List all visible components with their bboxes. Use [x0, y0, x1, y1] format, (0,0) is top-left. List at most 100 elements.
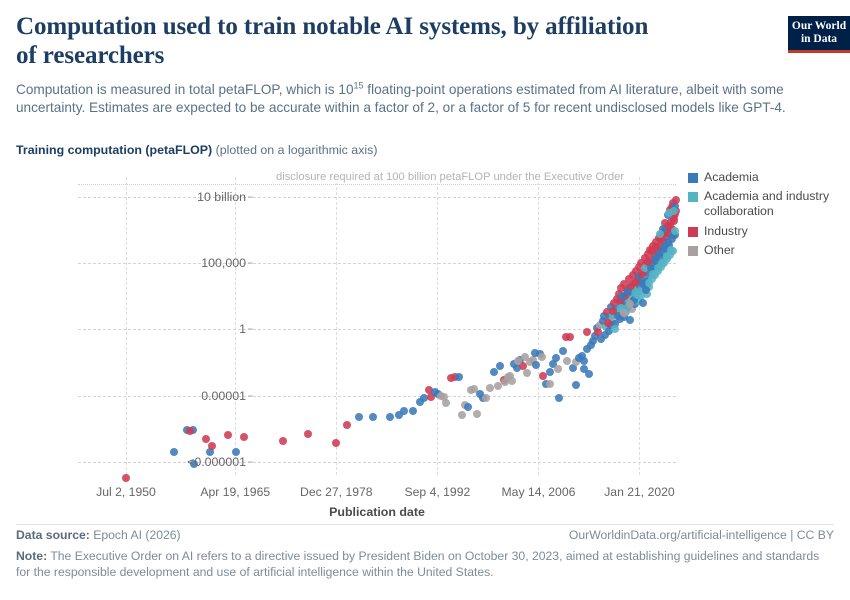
data-point[interactable] [399, 407, 408, 416]
data-point[interactable] [582, 345, 591, 354]
data-point[interactable] [202, 435, 211, 444]
data-point[interactable] [494, 382, 503, 391]
data-point[interactable] [501, 378, 510, 387]
legend-item[interactable]: Academia [688, 170, 848, 185]
data-point[interactable] [530, 349, 539, 358]
data-point[interactable] [563, 357, 572, 366]
data-point[interactable] [643, 257, 652, 266]
data-point[interactable] [240, 432, 249, 441]
data-point[interactable] [624, 274, 633, 283]
data-point[interactable] [386, 412, 395, 421]
data-point[interactable] [457, 411, 466, 420]
data-point[interactable] [514, 357, 522, 366]
plot-area[interactable]: disclosure required at 100 billion petaF… [78, 170, 680, 482]
data-point[interactable] [580, 357, 589, 366]
data-point[interactable] [646, 264, 655, 273]
data-point[interactable] [656, 229, 665, 238]
data-point[interactable] [485, 383, 494, 392]
data-point[interactable] [619, 313, 628, 322]
data-point[interactable] [619, 309, 628, 318]
data-point[interactable] [440, 392, 449, 401]
data-point[interactable] [650, 255, 659, 264]
data-point[interactable] [304, 429, 313, 438]
data-point[interactable] [660, 219, 669, 228]
legend-item[interactable]: Other [688, 243, 848, 258]
data-point[interactable] [509, 359, 518, 368]
data-point[interactable] [667, 245, 676, 254]
data-point[interactable] [548, 359, 557, 368]
data-point[interactable] [505, 371, 514, 380]
data-point[interactable] [609, 298, 618, 307]
data-point[interactable] [546, 367, 555, 376]
data-point[interactable] [615, 297, 624, 306]
data-point[interactable] [355, 412, 364, 421]
data-point[interactable] [671, 195, 680, 204]
data-point[interactable] [635, 263, 644, 272]
data-point[interactable] [473, 410, 482, 419]
data-point[interactable] [469, 384, 478, 393]
data-point[interactable] [652, 237, 661, 246]
data-point[interactable] [121, 473, 130, 482]
data-point[interactable] [369, 412, 378, 421]
data-point[interactable] [670, 216, 679, 225]
data-point[interactable] [598, 317, 607, 326]
data-point[interactable] [625, 300, 634, 309]
data-point[interactable] [670, 227, 679, 236]
data-point[interactable] [628, 305, 637, 314]
data-point[interactable] [522, 369, 531, 378]
data-point[interactable] [538, 353, 547, 362]
data-point[interactable] [343, 420, 352, 429]
data-point[interactable] [578, 351, 587, 360]
data-point[interactable] [634, 297, 643, 306]
data-point[interactable] [642, 285, 651, 294]
data-point[interactable] [519, 362, 528, 371]
data-point[interactable] [622, 304, 631, 313]
data-point[interactable] [579, 365, 588, 374]
data-point[interactable] [206, 448, 215, 457]
data-point[interactable] [571, 358, 580, 367]
data-point[interactable] [481, 394, 490, 403]
data-point[interactable] [395, 411, 404, 420]
data-point[interactable] [611, 325, 620, 334]
data-point[interactable] [463, 403, 472, 412]
data-point[interactable] [415, 398, 424, 407]
data-point[interactable] [231, 448, 240, 457]
data-point[interactable] [618, 292, 627, 301]
data-point[interactable] [603, 318, 612, 327]
data-point[interactable] [652, 243, 661, 252]
legend-item[interactable]: Academia and industry collaboration [688, 189, 848, 219]
data-point[interactable] [601, 330, 610, 339]
attribution-link[interactable]: OurWorldinData.org/artificial-intelligen… [568, 528, 834, 542]
data-point[interactable] [664, 208, 673, 217]
data-point[interactable] [589, 337, 598, 346]
data-point[interactable] [565, 333, 574, 342]
data-point[interactable] [669, 207, 678, 216]
data-point[interactable] [631, 277, 640, 286]
data-point[interactable] [640, 264, 649, 273]
data-point[interactable] [495, 362, 504, 371]
data-point[interactable] [603, 308, 612, 317]
data-point[interactable] [409, 407, 418, 416]
data-point[interactable] [637, 269, 646, 278]
data-point[interactable] [648, 274, 657, 283]
data-point[interactable] [223, 431, 232, 440]
data-point[interactable] [169, 448, 178, 457]
data-point[interactable] [587, 341, 596, 350]
data-point[interactable] [508, 376, 517, 385]
data-point[interactable] [559, 346, 568, 355]
data-point[interactable] [616, 304, 625, 313]
data-point[interactable] [207, 441, 216, 450]
data-point[interactable] [659, 243, 668, 252]
data-point[interactable] [568, 363, 577, 372]
data-point[interactable] [555, 394, 564, 403]
data-point[interactable] [626, 316, 635, 325]
data-point[interactable] [653, 264, 662, 273]
data-point[interactable] [584, 370, 593, 379]
data-point[interactable] [655, 249, 664, 258]
data-point[interactable] [611, 320, 620, 328]
data-point[interactable] [186, 427, 195, 436]
data-point[interactable] [420, 394, 429, 403]
data-point[interactable] [528, 355, 537, 364]
data-point[interactable] [331, 439, 340, 448]
data-point[interactable] [668, 231, 677, 240]
